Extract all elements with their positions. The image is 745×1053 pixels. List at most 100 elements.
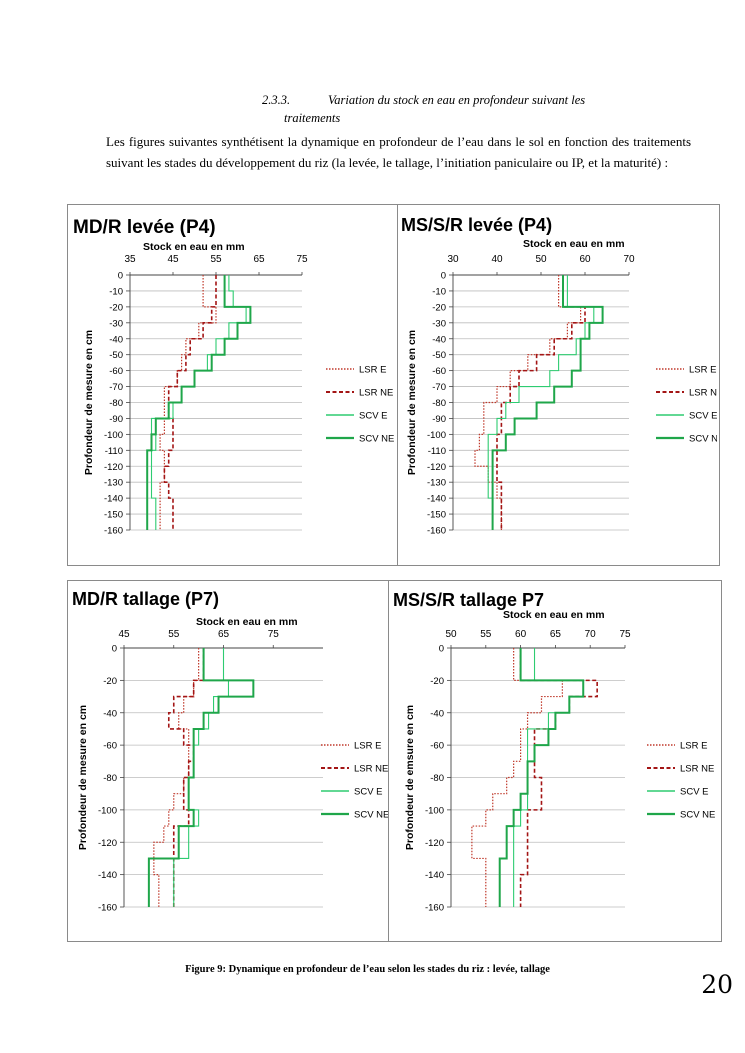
legend-label: LSR NE — [354, 764, 388, 775]
y-tick-label: -40 — [430, 708, 444, 719]
series-line-lsr-e — [159, 275, 217, 530]
x-tick-label: 35 — [124, 254, 136, 265]
y-tick-label: -40 — [109, 334, 123, 345]
series-line-lsr-ne — [167, 648, 205, 907]
y-axis-label: Profondeur de mesure en cm — [77, 705, 89, 850]
y-tick-label: -110 — [105, 446, 123, 457]
legend-label: SCV NE — [680, 810, 715, 821]
y-tick-label: -50 — [432, 350, 446, 361]
series-line-scv-ne — [147, 648, 255, 907]
y-tick-label: -100 — [104, 430, 123, 441]
y-tick-label: -80 — [430, 773, 444, 784]
legend-label: LSR E — [354, 741, 381, 752]
section-title-line2: traitements — [284, 111, 341, 125]
x-tick-label: 55 — [168, 629, 180, 640]
y-tick-label: -120 — [104, 462, 123, 473]
chart-title: MD/R levée (P4) — [73, 217, 216, 238]
legend-label: SCV E — [689, 411, 717, 422]
y-tick-label: -90 — [109, 414, 123, 425]
series-line-lsr-ne — [163, 275, 217, 530]
y-tick-label: -120 — [425, 838, 444, 849]
figure-caption-text: Figure 9: Dynamique en profondeur de l’e… — [185, 964, 550, 975]
y-tick-label: -90 — [432, 414, 446, 425]
y-axis-label: Profondeur de mesure en cm — [406, 330, 418, 475]
y-tick-label: -20 — [430, 676, 444, 687]
legend-label: SCV E — [354, 787, 383, 798]
series-line-lsr-e — [474, 275, 582, 530]
y-tick-label: -60 — [432, 366, 446, 377]
legend-label: LSR E — [359, 365, 386, 376]
y-tick-label: 0 — [118, 271, 123, 282]
legend-label: LSR NE — [359, 388, 393, 399]
panel-row-tallage — [67, 580, 722, 942]
x-tick-label: 70 — [623, 254, 635, 265]
y-tick-label: -100 — [425, 805, 444, 816]
y-tick-label: -160 — [104, 526, 123, 537]
y-tick-label: -30 — [432, 318, 446, 329]
y-tick-label: 0 — [439, 644, 444, 655]
series-line-lsr-ne — [519, 648, 598, 907]
x-tick-label: 30 — [447, 254, 459, 265]
legend-label: LSR E — [689, 365, 716, 376]
y-tick-label: -20 — [103, 676, 117, 687]
y-tick-label: 0 — [441, 271, 446, 282]
x-axis-label: Stock en eau en mm — [523, 238, 625, 250]
chart-title: MD/R tallage (P7) — [72, 589, 219, 609]
y-tick-label: 0 — [112, 644, 117, 655]
y-tick-label: -160 — [98, 903, 117, 914]
section-heading: 2.3.3. Variation du stock en eau en profo… — [262, 91, 662, 127]
x-tick-label: 65 — [550, 629, 562, 640]
legend-label: SCV NE — [689, 434, 717, 445]
x-tick-label: 40 — [491, 254, 503, 265]
chart-title: MS/S/R tallage P7 — [393, 590, 544, 610]
y-tick-label: -40 — [432, 334, 446, 345]
x-tick-label: 50 — [535, 254, 547, 265]
y-tick-label: -30 — [109, 318, 123, 329]
y-tick-label: -100 — [98, 805, 117, 816]
y-tick-label: -110 — [428, 446, 446, 457]
y-tick-label: -60 — [103, 741, 117, 752]
page-number: 20 — [701, 970, 733, 999]
y-tick-label: -130 — [427, 478, 446, 489]
y-tick-label: -60 — [109, 366, 123, 377]
y-tick-label: -140 — [427, 494, 446, 505]
panel-row-levee — [67, 204, 720, 566]
chart-ms-s-r-levee: MS/S/R levée (P4) 0 -10 -20 -30 -40 -50 -60 -70 -… — [401, 215, 717, 537]
series-line-scv-ne — [491, 275, 604, 530]
x-tick-label: 70 — [585, 629, 597, 640]
y-axis-label: Profondeur de emsure en cm — [404, 705, 416, 850]
y-tick-label: -120 — [427, 462, 446, 473]
x-tick-label: 75 — [296, 254, 308, 265]
y-tick-label: -80 — [103, 773, 117, 784]
y-tick-label: -160 — [425, 903, 444, 914]
x-axis-label: Stock en eau en mm — [196, 616, 298, 628]
series-line-lsr-ne — [496, 275, 586, 530]
y-tick-label: -70 — [432, 382, 446, 393]
figure-caption: Figure 9: Dynamique en profondeur de l’e… — [0, 964, 745, 975]
y-tick-label: -40 — [103, 708, 117, 719]
x-tick-label: 45 — [167, 254, 179, 265]
x-axis-label: Stock en eau en mm — [143, 241, 245, 253]
x-tick-label: 65 — [253, 254, 265, 265]
x-tick-label: 60 — [515, 629, 527, 640]
chart-md-r-tallage: MD/R tallage (P7) 0 -20 -40 -60 -80 -100 -120 -1… — [72, 589, 388, 914]
y-tick-label: -10 — [432, 286, 446, 297]
y-tick-label: -20 — [109, 302, 123, 313]
legend-label: LSR E — [680, 741, 707, 752]
intro-paragraph: Les figures suivantes synthétisent la dy… — [106, 134, 691, 170]
x-tick-label: 65 — [218, 629, 230, 640]
y-tick-label: -130 — [104, 478, 123, 489]
chart-ms-s-r-tallage: MS/S/R tallage P7 0 -20 -40 -60 -80 -100 -120 -1… — [393, 590, 715, 914]
y-tick-label: -80 — [432, 398, 446, 409]
x-tick-label: 55 — [480, 629, 492, 640]
x-tick-label: 55 — [210, 254, 222, 265]
x-tick-label: 50 — [445, 629, 457, 640]
series-line-scv-ne — [146, 275, 252, 530]
y-tick-label: -140 — [425, 870, 444, 881]
y-tick-label: -80 — [109, 398, 123, 409]
x-tick-label: 75 — [619, 629, 631, 640]
legend-label: SCV NE — [354, 810, 388, 821]
panel-divider — [397, 205, 398, 565]
series-line-scv-ne — [498, 648, 585, 907]
section-title-line1: Variation du stock en eau en profondeur … — [328, 93, 586, 107]
